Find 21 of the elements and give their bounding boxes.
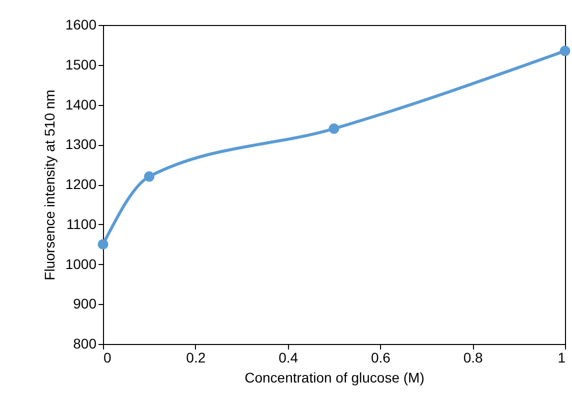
- point: [144, 171, 154, 182]
- x-tick-label: 0.8: [463, 350, 484, 366]
- y-tick-label: 1000: [65, 256, 97, 272]
- point: [328, 123, 340, 134]
- y-tick-label: 1500: [65, 56, 97, 72]
- point: [98, 239, 108, 250]
- y-tick-label: 1300: [65, 136, 97, 152]
- point: [560, 46, 570, 56]
- x-tick-label: 1: [558, 350, 566, 366]
- y-tick-label: 1200: [65, 176, 97, 192]
- y-tick-label: 900: [73, 296, 97, 312]
- y-tick-label: 1100: [66, 216, 97, 232]
- y-tick-label: 1600: [65, 16, 97, 32]
- y-tick-label: 1400: [65, 96, 97, 112]
- x-tick-label: 0.4: [278, 350, 298, 366]
- x-axis-title: Concentration of glucose (M): [244, 370, 424, 386]
- x-tick-label: 0.2: [186, 350, 206, 366]
- x-tick-label: 0: [104, 350, 112, 366]
- y-tick-label: 800: [73, 336, 97, 352]
- y-axis-title: Fluorsence intensity at 510 nm: [41, 90, 58, 280]
- x-tick-label: 0.6: [370, 350, 391, 366]
